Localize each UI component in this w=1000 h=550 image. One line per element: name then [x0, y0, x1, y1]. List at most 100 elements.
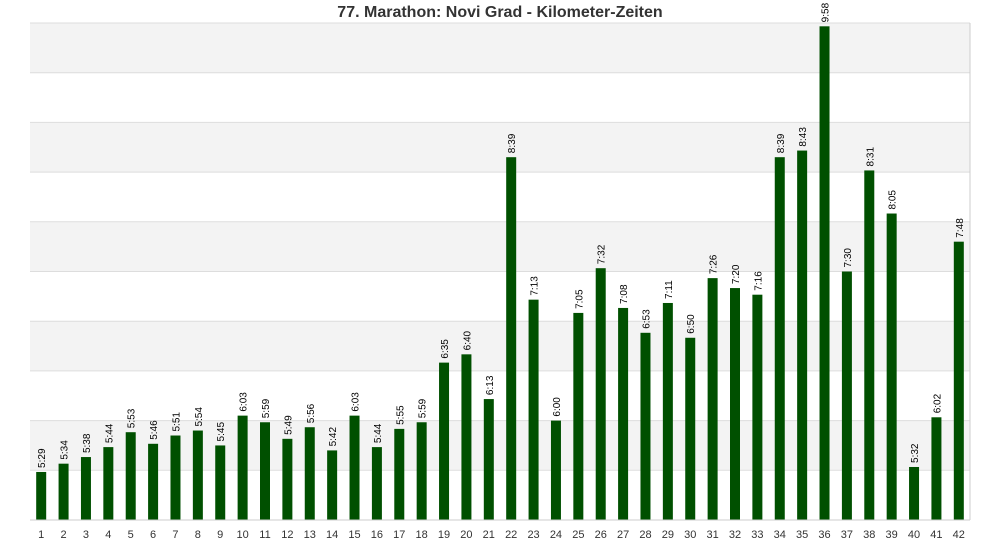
grid-band	[30, 420, 970, 471]
data-label-km-23: 7:13	[530, 276, 541, 296]
data-label-km-17: 5:55	[395, 405, 406, 425]
bar-km-24	[550, 420, 561, 520]
gridlines	[30, 22, 971, 521]
data-label-km-18: 5:59	[418, 398, 429, 418]
data-label-km-25: 7:05	[574, 289, 585, 309]
bar-km-1	[36, 471, 47, 520]
x-tick-label: 6	[150, 529, 156, 541]
x-tick-label: 41	[930, 529, 942, 541]
data-labels: 5:29 5:34 5:38 5:44 5:53 5:46 5:51 5:54 5:45 6:03…	[37, 2, 966, 468]
x-tick-label: 17	[393, 529, 405, 541]
bar-km-37	[841, 271, 852, 520]
grid-band	[30, 221, 970, 272]
x-tick-label: 9	[217, 529, 223, 541]
x-tick-label: 33	[751, 529, 763, 541]
data-label-km-12: 5:49	[283, 415, 294, 435]
data-label-km-6: 5:46	[149, 420, 160, 440]
bar-km-35	[797, 150, 808, 520]
x-tick-label: 2	[61, 529, 67, 541]
x-tick-label: 36	[818, 529, 830, 541]
x-tick-label: 38	[863, 529, 875, 541]
x-tick-label: 22	[505, 529, 517, 541]
x-tick-label: 32	[729, 529, 741, 541]
x-tick-label: 29	[662, 529, 674, 541]
data-label-km-13: 5:56	[306, 403, 317, 423]
data-label-km-11: 5:59	[261, 398, 272, 418]
x-tick-label: 13	[304, 529, 316, 541]
data-label-km-15: 6:03	[351, 392, 362, 412]
x-tick-label: 20	[460, 529, 472, 541]
bar-km-17	[394, 428, 405, 520]
x-tick-label: 42	[953, 529, 965, 541]
data-label-km-34: 8:39	[776, 133, 787, 153]
x-tick-label: 4	[105, 529, 111, 541]
bar-km-5	[125, 432, 136, 520]
bar-km-40	[909, 466, 920, 520]
bar-km-10	[237, 415, 248, 520]
bar-km-11	[260, 422, 270, 520]
bar-km-14	[327, 450, 338, 520]
bar-km-12	[282, 438, 293, 520]
data-label-km-30: 6:50	[686, 314, 697, 334]
data-label-km-7: 5:51	[171, 412, 182, 432]
x-tick-label: 25	[572, 529, 584, 541]
bar-km-27	[618, 307, 629, 520]
bar-km-33	[752, 294, 763, 520]
bars	[36, 26, 964, 521]
bar-km-4	[103, 447, 114, 520]
data-label-km-33: 7:16	[753, 271, 764, 291]
data-label-km-21: 6:13	[485, 375, 496, 395]
data-label-km-1: 5:29	[37, 448, 48, 468]
bar-km-39	[886, 213, 897, 520]
x-tick-label: 19	[438, 529, 450, 541]
grid-band	[30, 122, 970, 173]
data-label-km-36: 9:58	[821, 2, 832, 22]
x-tick-label: 16	[371, 529, 383, 541]
data-label-km-16: 5:44	[373, 423, 384, 443]
bar-km-18	[416, 422, 427, 520]
x-tick-label: 21	[483, 529, 495, 541]
bar-km-42	[953, 241, 964, 520]
data-label-km-27: 7:08	[619, 284, 630, 304]
data-label-km-40: 5:32	[910, 443, 921, 463]
x-tick-label: 11	[259, 529, 270, 541]
grid-band	[30, 321, 970, 371]
data-label-km-19: 6:35	[440, 339, 451, 359]
bar-km-29	[662, 302, 673, 520]
x-tick-label: 3	[83, 529, 89, 541]
data-label-km-32: 7:20	[731, 264, 742, 284]
data-label-km-28: 6:53	[641, 309, 652, 329]
data-label-km-14: 5:42	[328, 427, 339, 447]
x-tick-label: 28	[639, 529, 651, 541]
bar-km-23	[528, 299, 539, 520]
bar-km-13	[304, 427, 315, 520]
bar-km-3	[80, 457, 91, 520]
data-label-km-31: 7:26	[709, 254, 720, 274]
x-tick-label: 15	[348, 529, 360, 541]
plot-background	[30, 23, 970, 471]
x-tick-label: 26	[595, 529, 607, 541]
data-label-km-20: 6:40	[462, 330, 473, 350]
data-label-km-10: 6:03	[239, 392, 250, 412]
bar-km-34	[774, 157, 785, 520]
data-label-km-29: 7:11	[664, 280, 675, 299]
data-label-km-38: 8:31	[865, 147, 876, 167]
x-tick-label: 23	[527, 529, 539, 541]
x-tick-label: 18	[416, 529, 428, 541]
data-label-km-35: 8:43	[798, 127, 809, 147]
data-label-km-39: 8:05	[888, 190, 899, 210]
x-tick-label: 37	[841, 529, 853, 541]
bar-km-31	[707, 278, 718, 520]
x-axis-tick-labels: 1 2 3 4 5 6 7 8 9 10 11 12 13 14 15 16 17 18 19 20 21 22 23 24 2…	[38, 529, 965, 541]
data-label-km-24: 6:00	[552, 397, 563, 417]
x-tick-label: 1	[38, 529, 44, 541]
data-label-km-5: 5:53	[127, 408, 138, 428]
x-tick-label: 7	[172, 529, 178, 541]
bar-km-22	[506, 157, 517, 520]
bar-km-7	[170, 435, 181, 520]
data-label-km-3: 5:38	[82, 433, 93, 453]
bar-km-6	[148, 443, 159, 520]
data-label-km-37: 7:30	[843, 248, 854, 268]
bar-km-20	[461, 354, 472, 520]
